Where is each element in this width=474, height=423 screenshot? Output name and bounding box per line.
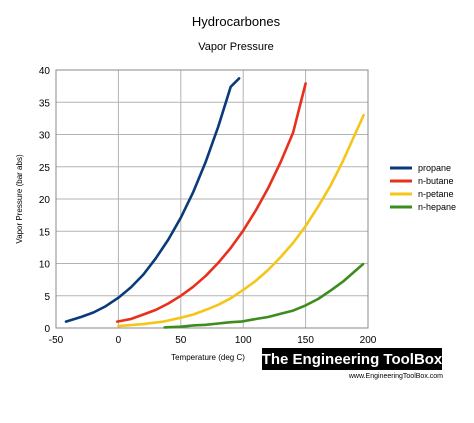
chart-title: Hydrocarbones bbox=[192, 14, 281, 29]
legend-label: propane bbox=[418, 163, 451, 173]
brand-background bbox=[262, 348, 442, 370]
y-tick-label: 40 bbox=[39, 66, 51, 77]
x-tick-label: 150 bbox=[297, 335, 314, 346]
y-tick-label: 10 bbox=[39, 260, 51, 271]
plot-frame bbox=[55, 69, 369, 329]
x-axis-label: Temperature (deg C) bbox=[171, 353, 245, 362]
brand-logo: The Engineering ToolBox www.EngineeringT… bbox=[262, 348, 443, 380]
brand-name: The Engineering ToolBox bbox=[262, 351, 443, 368]
x-tick-label: 50 bbox=[175, 335, 187, 346]
y-tick-label: 30 bbox=[39, 131, 51, 142]
series-line-propane bbox=[64, 77, 241, 323]
y-tick-label: 0 bbox=[44, 324, 50, 335]
x-tick-label: 100 bbox=[235, 335, 252, 346]
y-axis-label: Vapor Pressure (bar abs) bbox=[15, 154, 24, 244]
y-tick-label: 25 bbox=[39, 163, 51, 174]
x-tick-label: 200 bbox=[360, 335, 377, 346]
legend-label: n-petane bbox=[418, 189, 454, 199]
series-line-n-butane bbox=[115, 82, 307, 323]
series-line-n-petane bbox=[117, 113, 365, 328]
x-tick-label: -50 bbox=[49, 335, 64, 346]
legend-label: n-hepane bbox=[418, 202, 456, 212]
legend-label: n-butane bbox=[418, 176, 454, 186]
series-lines bbox=[64, 77, 365, 329]
y-tick-label: 15 bbox=[39, 227, 51, 238]
chart-subtitle: Vapor Pressure bbox=[198, 41, 274, 53]
legend: propane n-butane n-petane n-hepane bbox=[390, 163, 456, 212]
series-line-n-hepane bbox=[163, 262, 365, 329]
grid-lines bbox=[55, 69, 369, 329]
y-tick-label: 5 bbox=[44, 292, 50, 303]
brand-url: www.EngineeringToolBox.com bbox=[348, 373, 443, 380]
x-tick-label: 0 bbox=[116, 335, 122, 346]
y-tick-label: 20 bbox=[39, 195, 51, 206]
y-tick-label: 35 bbox=[39, 98, 51, 109]
